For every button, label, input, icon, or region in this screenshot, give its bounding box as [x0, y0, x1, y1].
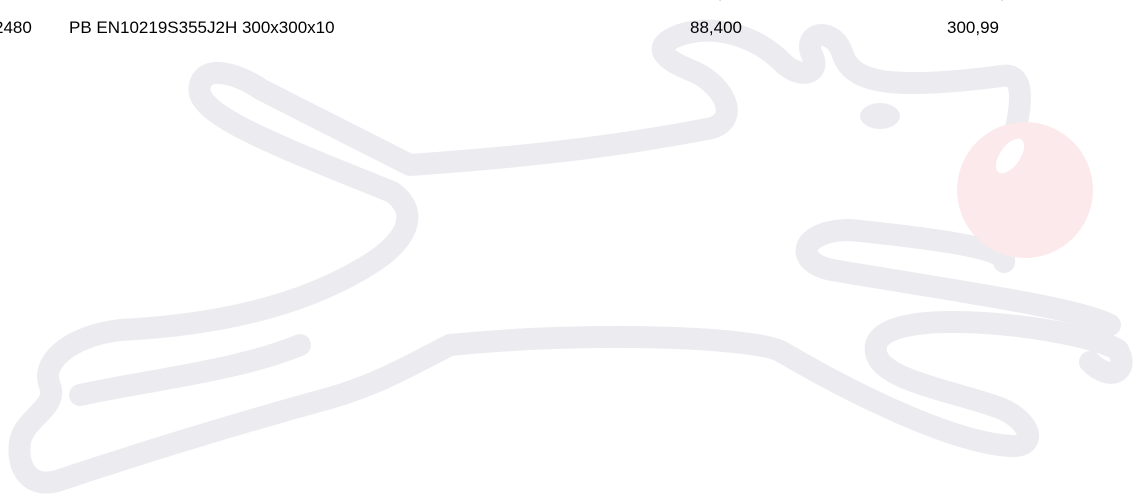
- item-price: 300,99: [947, 18, 999, 37]
- svg-text:,: ,: [718, 0, 723, 2]
- item-description: PB EN10219S355J2H 300x300x10: [69, 18, 335, 37]
- item-code: 2480: [0, 18, 32, 37]
- svg-text:,: ,: [1000, 0, 1005, 2]
- item-quantity: 88,400: [690, 18, 742, 37]
